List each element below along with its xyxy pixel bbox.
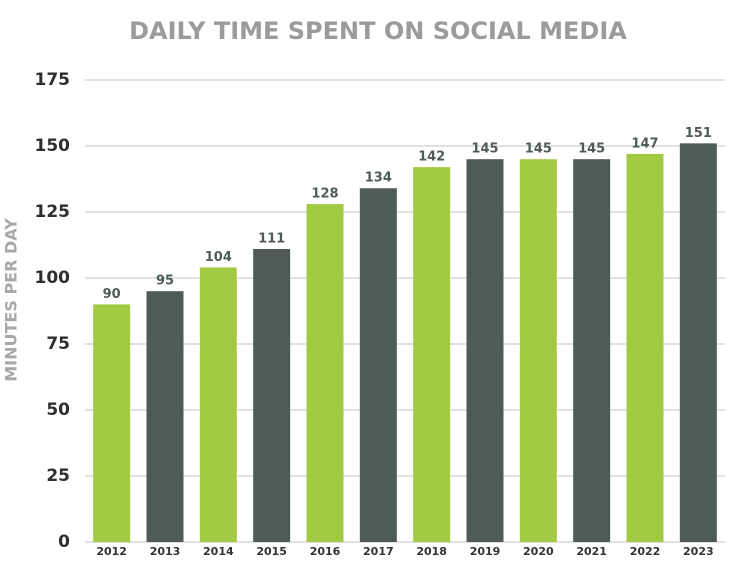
x-tick-label: 2013 [150, 545, 181, 558]
bar [519, 159, 557, 542]
data-label: 145 [578, 142, 605, 157]
data-label: 151 [685, 126, 712, 141]
bar [413, 167, 451, 542]
data-label: 90 [103, 287, 121, 302]
x-tick-label: 2022 [630, 545, 661, 558]
y-axis-label: MINUTES PER DAY [2, 218, 21, 382]
y-tick-label: 25 [46, 466, 70, 486]
bar [626, 153, 664, 543]
x-tick-label: 2016 [310, 545, 341, 558]
y-tick-label: 125 [35, 202, 71, 222]
bar [466, 159, 504, 542]
chart-title: DAILY TIME SPENT ON SOCIAL MEDIA [129, 17, 627, 45]
data-label: 104 [205, 250, 232, 265]
y-tick-label: 75 [46, 334, 70, 354]
bar [359, 188, 397, 543]
data-label: 134 [365, 171, 392, 186]
data-label: 147 [631, 136, 658, 151]
data-label: 145 [525, 142, 552, 157]
y-tick-label: 175 [35, 70, 71, 90]
bar [93, 304, 131, 542]
x-tick-label: 2019 [470, 545, 501, 558]
data-label: 111 [258, 231, 285, 246]
x-tick-label: 2020 [523, 545, 554, 558]
y-tick-label: 150 [35, 136, 71, 156]
data-label: 142 [418, 150, 445, 165]
data-label: 95 [156, 274, 174, 289]
data-label: 145 [471, 142, 498, 157]
bar [573, 159, 611, 542]
x-tick-label: 2014 [203, 545, 234, 558]
bar [679, 143, 717, 543]
x-tick-label: 2015 [256, 545, 287, 558]
bar [146, 291, 184, 542]
x-tick-label: 2012 [96, 545, 127, 558]
x-tick-label: 2021 [576, 545, 607, 558]
bar [253, 248, 291, 542]
y-tick-label: 0 [58, 532, 70, 552]
x-tick-label: 2017 [363, 545, 394, 558]
x-tick-label: 2018 [416, 545, 447, 558]
y-tick-label: 100 [35, 268, 71, 288]
bar [199, 267, 237, 542]
data-label: 128 [311, 187, 338, 202]
y-tick-label: 50 [46, 400, 70, 420]
bar [306, 204, 344, 542]
x-tick-label: 2023 [683, 545, 714, 558]
